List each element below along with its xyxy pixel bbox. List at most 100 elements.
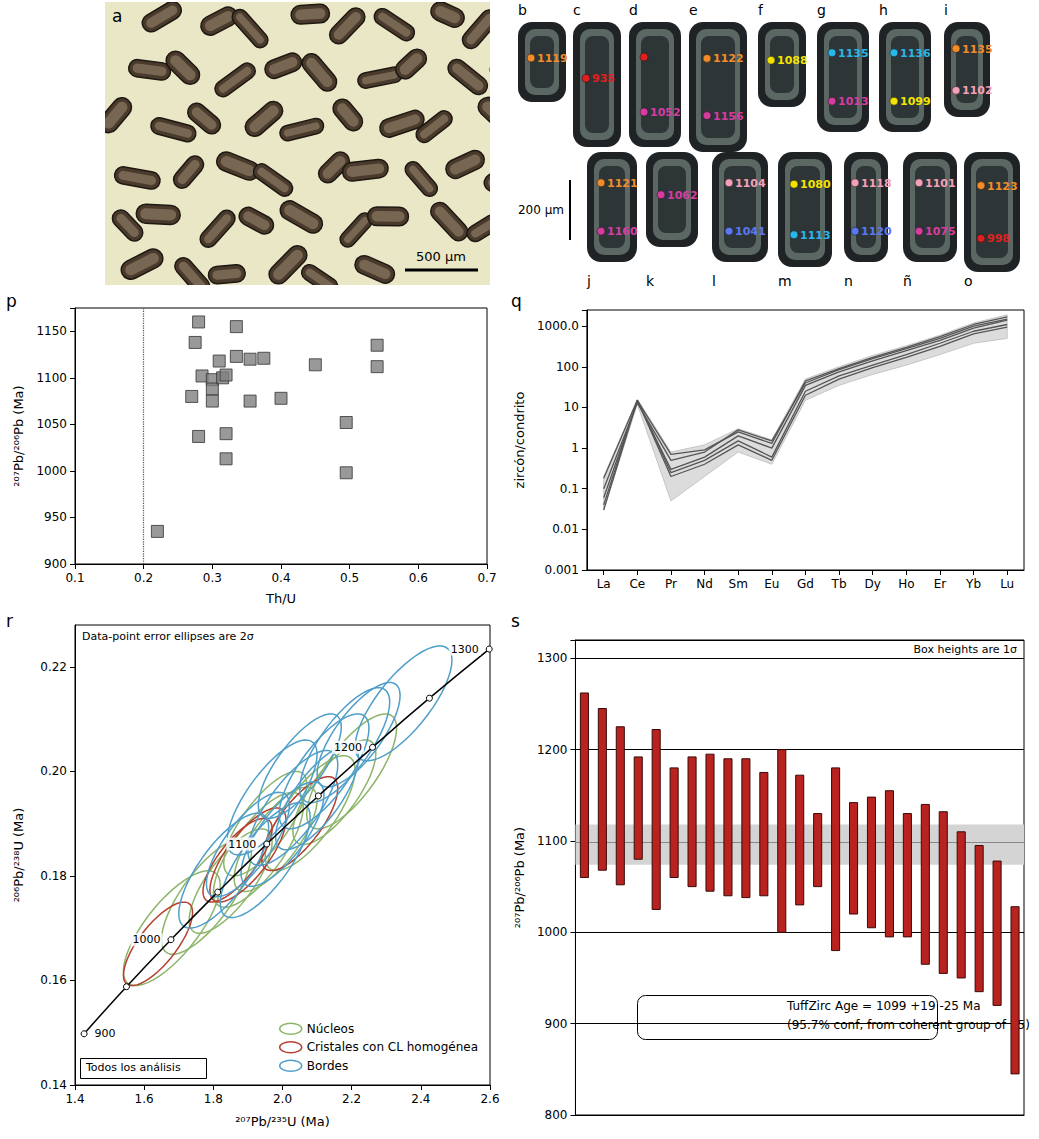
svg-text:0.4: 0.4	[271, 571, 290, 585]
svg-text:1.6: 1.6	[135, 1092, 154, 1106]
svg-text:1041: 1041	[735, 225, 766, 238]
svg-text:La: La	[597, 577, 611, 591]
svg-text:0.3: 0.3	[203, 571, 222, 585]
svg-text:b: b	[518, 2, 527, 18]
svg-text:m: m	[778, 273, 792, 289]
svg-text:1080: 1080	[800, 178, 831, 191]
svg-text:1119: 1119	[537, 52, 568, 65]
svg-text:0.1: 0.1	[560, 482, 579, 496]
svg-text:0.14: 0.14	[40, 1078, 67, 1092]
svg-text:0.18: 0.18	[40, 869, 67, 883]
svg-text:0.5: 0.5	[340, 571, 359, 585]
svg-text:e: e	[689, 2, 698, 18]
svg-text:Nd: Nd	[696, 577, 713, 591]
svg-text:g: g	[817, 2, 826, 18]
svg-text:1135: 1135	[838, 47, 869, 60]
svg-text:1156: 1156	[713, 110, 744, 123]
svg-text:Cristales con CL homogénea: Cristales con CL homogénea	[307, 1040, 478, 1054]
svg-text:1062: 1062	[667, 189, 698, 202]
svg-text:Sm: Sm	[729, 577, 748, 591]
svg-text:2.4: 2.4	[411, 1092, 430, 1106]
svg-text:Bordes: Bordes	[307, 1059, 349, 1073]
svg-text:Gd: Gd	[797, 577, 814, 591]
svg-text:n: n	[844, 273, 853, 289]
svg-text:1121: 1121	[607, 177, 638, 190]
svg-text:800: 800	[545, 1108, 568, 1122]
svg-text:2.6: 2.6	[480, 1092, 499, 1106]
svg-text:1135: 1135	[962, 43, 993, 56]
svg-text:1000.0: 1000.0	[537, 319, 579, 333]
svg-text:j: j	[586, 273, 591, 289]
svg-text:Eu: Eu	[764, 577, 779, 591]
svg-text:q: q	[511, 291, 522, 311]
svg-text:1300: 1300	[537, 651, 568, 665]
svg-text:0.7: 0.7	[477, 571, 496, 585]
svg-text:Data-point error ellipses are: Data-point error ellipses are 2σ	[82, 630, 254, 643]
svg-text:1104: 1104	[735, 177, 766, 190]
svg-text:1000: 1000	[537, 925, 568, 939]
svg-text:1102: 1102	[962, 84, 993, 97]
svg-text:Ho: Ho	[898, 577, 914, 591]
svg-text:1013: 1013	[838, 95, 869, 108]
svg-text:0.001: 0.001	[545, 563, 579, 577]
svg-text:0.6: 0.6	[409, 571, 428, 585]
svg-text:1120: 1120	[861, 225, 892, 238]
svg-text:1000: 1000	[132, 933, 160, 946]
svg-text:h: h	[879, 2, 888, 18]
svg-text:r: r	[6, 611, 13, 631]
svg-text:²⁰⁷Pb/²⁰⁶Pb (Ma): ²⁰⁷Pb/²⁰⁶Pb (Ma)	[512, 827, 527, 928]
svg-text:1052: 1052	[650, 106, 681, 119]
svg-text:2.0: 2.0	[273, 1092, 292, 1106]
svg-text:1150: 1150	[36, 324, 67, 338]
svg-text:TuffZirc Age = 1099 +19 -25 Ma: TuffZirc Age = 1099 +19 -25 Ma	[786, 999, 981, 1013]
svg-text:1100: 1100	[228, 838, 256, 851]
svg-text:1: 1	[571, 441, 579, 455]
svg-text:Ce: Ce	[629, 577, 645, 591]
svg-text:s: s	[511, 611, 520, 631]
svg-text:200 µm: 200 µm	[518, 203, 564, 217]
svg-text:1113: 1113	[800, 229, 831, 242]
svg-text:²⁰⁷Pb/²³⁵U (Ma): ²⁰⁷Pb/²³⁵U (Ma)	[235, 1114, 330, 1129]
svg-text:zircón/condrito: zircón/condrito	[512, 392, 527, 489]
svg-text:998: 998	[987, 232, 1010, 245]
svg-text:1160: 1160	[607, 225, 638, 238]
svg-text:Box heights are 1σ: Box heights are 1σ	[914, 643, 1018, 656]
svg-text:Tb: Tb	[831, 577, 847, 591]
svg-text:100: 100	[556, 360, 579, 374]
svg-text:Lu: Lu	[1000, 577, 1014, 591]
svg-text:1000: 1000	[36, 464, 67, 478]
svg-text:a: a	[112, 6, 122, 26]
svg-text:p: p	[6, 291, 17, 311]
svg-text:Er: Er	[934, 577, 947, 591]
svg-text:0.22: 0.22	[40, 660, 67, 674]
svg-text:f: f	[758, 2, 764, 18]
svg-text:1200: 1200	[334, 741, 362, 754]
svg-text:1.8: 1.8	[204, 1092, 223, 1106]
svg-text:900: 900	[44, 557, 67, 571]
svg-text:1118: 1118	[861, 177, 892, 190]
svg-text:ñ: ñ	[903, 273, 912, 289]
svg-text:1122: 1122	[713, 52, 744, 65]
svg-text:Núcleos: Núcleos	[307, 1022, 355, 1036]
svg-text:0.20: 0.20	[40, 764, 67, 778]
svg-text:1123: 1123	[987, 180, 1018, 193]
svg-text:1136: 1136	[900, 47, 931, 60]
svg-text:1088: 1088	[777, 54, 808, 67]
svg-text:²⁰⁷Pb/²⁰⁶Pb (Ma): ²⁰⁷Pb/²⁰⁶Pb (Ma)	[11, 385, 26, 486]
svg-text:900: 900	[545, 1017, 568, 1031]
svg-text:(95.7% conf, from coherent gro: (95.7% conf, from coherent group of 25)	[787, 1018, 1030, 1032]
svg-text:500 µm: 500 µm	[416, 249, 466, 264]
svg-text:900: 900	[95, 1027, 116, 1040]
svg-text:1075: 1075	[925, 225, 956, 238]
svg-text:0.2: 0.2	[134, 571, 153, 585]
svg-text:²⁰⁶Pb/²³⁸U (Ma): ²⁰⁶Pb/²³⁸U (Ma)	[11, 808, 26, 903]
svg-text:0.01: 0.01	[552, 522, 579, 536]
svg-text:935: 935	[592, 72, 615, 85]
svg-text:2.2: 2.2	[342, 1092, 361, 1106]
svg-text:1100: 1100	[537, 834, 568, 848]
svg-text:1200: 1200	[537, 743, 568, 757]
svg-text:c: c	[573, 2, 581, 18]
svg-text:1101: 1101	[925, 177, 956, 190]
svg-text:Yb: Yb	[965, 577, 981, 591]
svg-text:i: i	[944, 2, 948, 18]
